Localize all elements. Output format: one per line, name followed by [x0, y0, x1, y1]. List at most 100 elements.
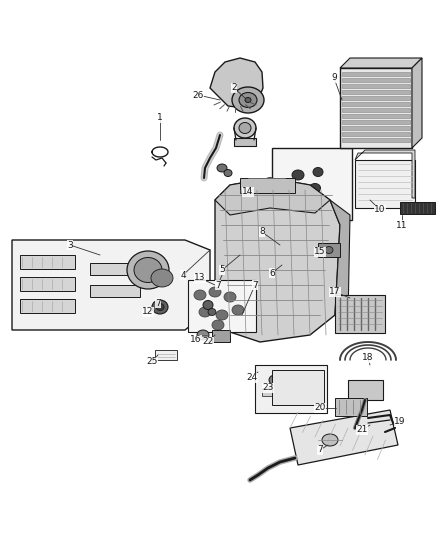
Ellipse shape: [301, 197, 309, 204]
Text: 3: 3: [67, 240, 73, 249]
Ellipse shape: [322, 434, 338, 446]
Bar: [342, 84, 410, 87]
Bar: [342, 114, 410, 117]
Ellipse shape: [224, 292, 236, 302]
Ellipse shape: [278, 164, 288, 173]
Text: 5: 5: [219, 265, 225, 274]
Text: 18: 18: [362, 353, 374, 362]
Text: 17: 17: [329, 287, 341, 296]
Polygon shape: [412, 58, 422, 148]
Bar: [342, 138, 410, 141]
Text: 2: 2: [231, 84, 237, 93]
Bar: [342, 90, 410, 93]
Text: 6: 6: [269, 269, 275, 278]
Ellipse shape: [234, 118, 256, 138]
Ellipse shape: [286, 172, 294, 179]
Bar: [342, 102, 410, 106]
Bar: [318, 243, 340, 257]
Bar: [342, 126, 410, 130]
Ellipse shape: [209, 287, 221, 297]
Text: 1: 1: [157, 114, 163, 123]
Bar: [355, 160, 415, 208]
Ellipse shape: [151, 269, 173, 287]
Text: 24: 24: [246, 374, 258, 383]
Ellipse shape: [199, 307, 211, 317]
Bar: [20, 299, 75, 313]
Bar: [335, 398, 367, 416]
Bar: [20, 255, 75, 269]
Ellipse shape: [292, 170, 304, 180]
Bar: [342, 72, 410, 76]
Text: 14: 14: [242, 188, 254, 197]
Bar: [240, 178, 295, 193]
Text: 16: 16: [190, 335, 202, 344]
Ellipse shape: [281, 177, 287, 182]
Polygon shape: [12, 240, 210, 330]
Bar: [278, 388, 290, 396]
Text: 9: 9: [331, 74, 337, 83]
Polygon shape: [210, 58, 263, 108]
Polygon shape: [340, 58, 422, 68]
Ellipse shape: [245, 98, 251, 102]
Text: 15: 15: [314, 247, 326, 256]
Bar: [20, 277, 75, 291]
Ellipse shape: [152, 300, 168, 314]
Ellipse shape: [197, 330, 209, 340]
Bar: [342, 96, 410, 100]
Bar: [90, 263, 140, 275]
Ellipse shape: [239, 93, 257, 108]
Bar: [272, 148, 352, 220]
Text: 26: 26: [192, 91, 204, 100]
Text: 25: 25: [146, 358, 158, 367]
Bar: [342, 108, 410, 111]
Text: 12: 12: [142, 308, 154, 317]
Text: 21: 21: [356, 425, 367, 434]
Ellipse shape: [269, 375, 281, 385]
Text: 23: 23: [262, 384, 274, 392]
Bar: [188, 280, 256, 332]
Ellipse shape: [134, 257, 162, 282]
Text: 20: 20: [314, 403, 326, 413]
Bar: [212, 330, 230, 342]
Ellipse shape: [208, 309, 216, 316]
Text: 7: 7: [155, 298, 161, 308]
Ellipse shape: [212, 320, 224, 330]
Polygon shape: [215, 178, 330, 215]
Ellipse shape: [232, 305, 244, 315]
Ellipse shape: [310, 183, 321, 192]
Text: 11: 11: [396, 221, 408, 230]
Bar: [262, 388, 274, 396]
Bar: [342, 132, 410, 135]
Ellipse shape: [216, 310, 228, 320]
Polygon shape: [215, 178, 340, 342]
Bar: [342, 78, 410, 82]
Polygon shape: [290, 410, 398, 465]
Bar: [90, 285, 140, 297]
Bar: [294, 388, 306, 396]
Ellipse shape: [290, 186, 300, 194]
Bar: [348, 380, 383, 400]
Ellipse shape: [232, 87, 264, 113]
Bar: [335, 295, 385, 333]
Text: 10: 10: [374, 206, 386, 214]
Bar: [255, 365, 327, 413]
Text: 7: 7: [215, 280, 221, 289]
Ellipse shape: [203, 301, 213, 310]
Ellipse shape: [217, 164, 227, 172]
Text: 22: 22: [202, 337, 214, 346]
Text: 4: 4: [180, 271, 186, 279]
Text: 7: 7: [252, 280, 258, 289]
Ellipse shape: [313, 167, 323, 176]
Ellipse shape: [194, 290, 206, 300]
Bar: [340, 68, 412, 148]
Ellipse shape: [224, 169, 232, 176]
Text: 13: 13: [194, 273, 206, 282]
Bar: [155, 350, 177, 360]
Text: 19: 19: [394, 417, 406, 426]
Bar: [234, 138, 256, 146]
Polygon shape: [355, 150, 415, 198]
Bar: [400, 202, 435, 214]
Ellipse shape: [156, 303, 164, 311]
Polygon shape: [330, 200, 350, 318]
Ellipse shape: [325, 246, 333, 254]
